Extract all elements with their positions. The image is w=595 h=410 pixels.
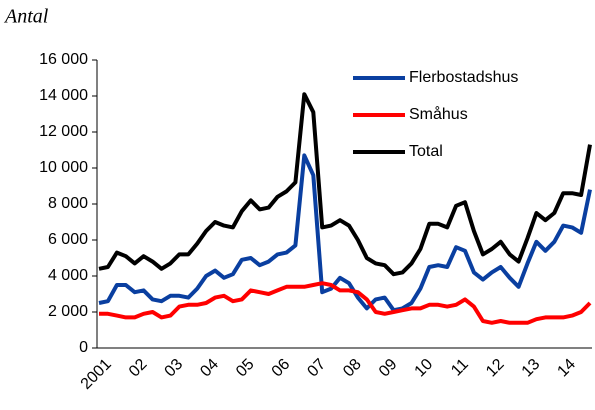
y-tick-label: 4 000 bbox=[48, 267, 88, 284]
x-tick-label: 04 bbox=[197, 356, 222, 381]
legend-label: Småhus bbox=[409, 105, 468, 123]
y-tick-label: 2 000 bbox=[48, 303, 88, 320]
x-tick-label: 02 bbox=[126, 356, 151, 381]
y-tick-label: 0 bbox=[79, 339, 88, 356]
y-tick-label: 10 000 bbox=[39, 159, 88, 176]
x-tick-label: 2001 bbox=[78, 356, 115, 393]
x-tick-label: 14 bbox=[554, 356, 579, 381]
y-tick-label: 14 000 bbox=[39, 87, 88, 104]
y-tick-label: 16 000 bbox=[39, 51, 88, 68]
legend-label: Total bbox=[409, 143, 443, 160]
x-tick-label: 07 bbox=[304, 356, 329, 381]
series-line bbox=[98, 153, 592, 313]
x-tick-label: 08 bbox=[340, 356, 365, 381]
y-tick-label: 6 000 bbox=[48, 231, 88, 248]
series-line bbox=[99, 281, 592, 325]
x-tick-label: 09 bbox=[376, 356, 401, 381]
x-tick-label: 05 bbox=[233, 356, 258, 381]
y-tick-label: 12 000 bbox=[39, 123, 88, 140]
x-tick-label: 11 bbox=[448, 356, 472, 380]
x-tick-label: 10 bbox=[412, 356, 437, 381]
x-tick-label: 13 bbox=[519, 356, 544, 381]
x-tick-label: 03 bbox=[162, 356, 187, 381]
y-tick-label: 8 000 bbox=[48, 195, 88, 212]
legend-label: Flerbostadshus bbox=[409, 69, 518, 86]
x-tick-label: 06 bbox=[269, 356, 294, 381]
x-tick-label: 12 bbox=[483, 356, 508, 381]
series-line bbox=[98, 92, 592, 277]
y-axis-label: Antal bbox=[3, 6, 49, 28]
